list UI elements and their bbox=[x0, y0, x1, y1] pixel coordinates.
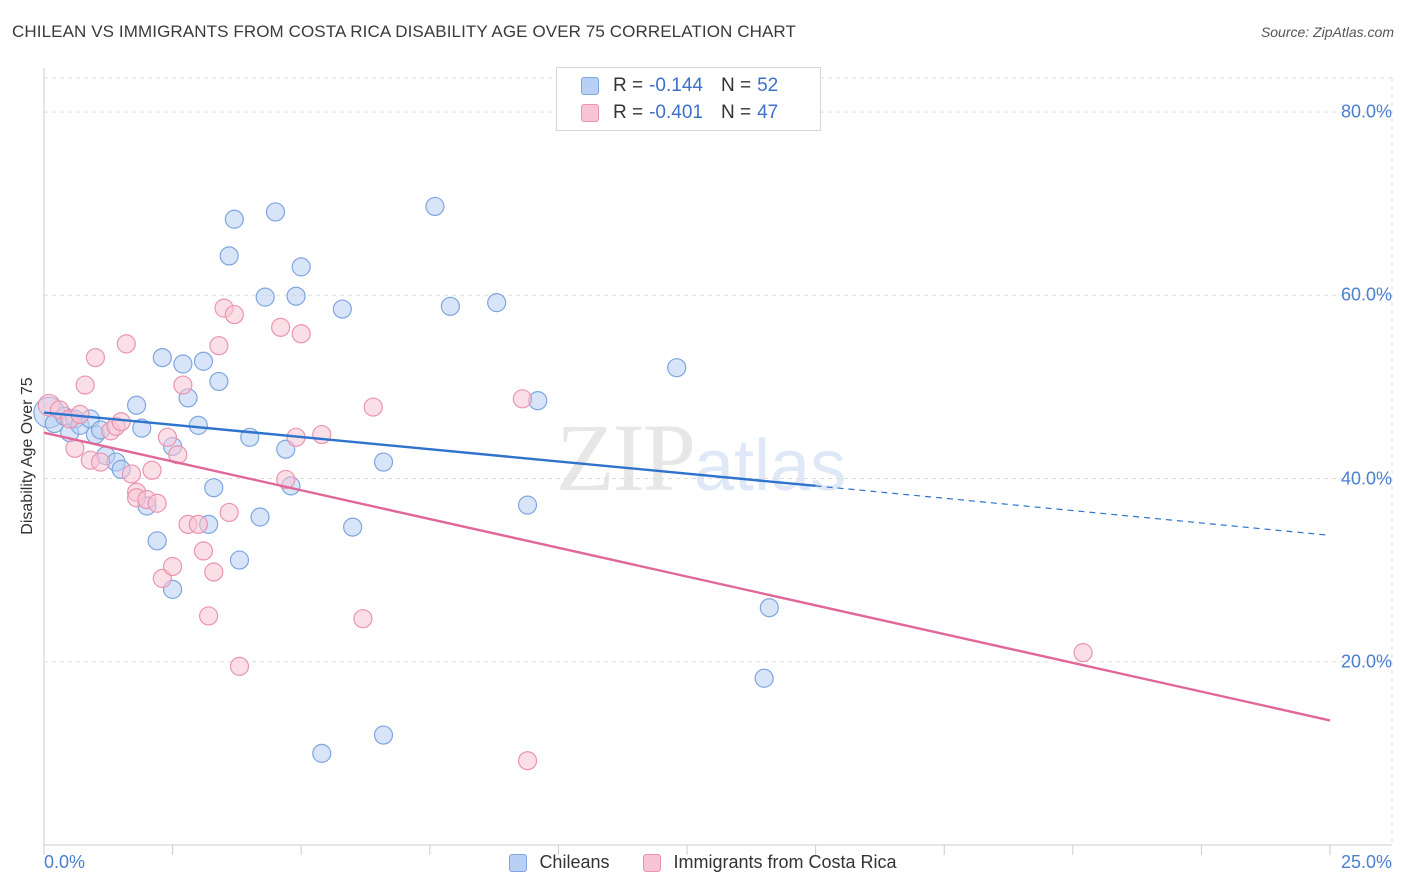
costa-rica-point bbox=[271, 317, 291, 337]
chileans-trend-line bbox=[43, 411, 816, 488]
series-label-costa-rica: Immigrants from Costa Rica bbox=[673, 852, 897, 872]
costa-rica-point bbox=[199, 606, 219, 626]
legend-swatch-chileans bbox=[581, 77, 599, 95]
y-tick-label: 60.0% bbox=[1340, 284, 1392, 305]
y-tick-label: 20.0% bbox=[1340, 651, 1392, 672]
legend-r-label: R = bbox=[613, 75, 644, 96]
chileans-point bbox=[250, 507, 270, 527]
chileans-point bbox=[286, 286, 306, 306]
costa-rica-point bbox=[142, 460, 162, 480]
costa-rica-point bbox=[188, 514, 208, 534]
legend-n-value: 47 bbox=[757, 102, 779, 123]
legend-r-value: -0.144 bbox=[649, 75, 703, 96]
costa-rica-point bbox=[512, 389, 532, 409]
costa-rica-point bbox=[204, 562, 224, 582]
chileans-point bbox=[312, 743, 332, 763]
correlation-legend: R = -0.144 N = 52 R = -0.401 N = 47 bbox=[556, 67, 821, 131]
costa-rica-point bbox=[1073, 643, 1093, 663]
series-swatch-costa-rica bbox=[643, 853, 662, 872]
y-tick-label: 40.0% bbox=[1340, 468, 1392, 489]
chileans-trend-extension bbox=[815, 485, 1331, 536]
chileans-point bbox=[204, 478, 224, 498]
costa-rica-point bbox=[75, 375, 95, 395]
costa-rica-point bbox=[353, 609, 373, 629]
costa-rica-point bbox=[85, 347, 106, 368]
chileans-point bbox=[152, 347, 172, 368]
costa-rica-point bbox=[90, 452, 111, 472]
grid-lines bbox=[44, 77, 1393, 845]
chileans-point bbox=[440, 296, 460, 316]
series-legend: Chileans Immigrants from Costa Rica bbox=[0, 852, 1406, 873]
chileans-point bbox=[754, 668, 774, 688]
costa-rica-point bbox=[209, 336, 229, 356]
legend-r-value: -0.401 bbox=[649, 102, 703, 123]
chileans-point bbox=[132, 418, 152, 438]
chileans-point bbox=[255, 287, 275, 307]
costa-rica-point bbox=[312, 424, 332, 445]
chileans-point bbox=[219, 246, 239, 266]
series-swatch-chileans bbox=[509, 853, 528, 872]
costa-rica-trend-line bbox=[43, 431, 1331, 722]
chileans-point bbox=[759, 598, 779, 618]
y-axis-label: Disability Age Over 75 bbox=[19, 377, 36, 535]
legend-n-label: N = bbox=[720, 75, 752, 96]
source-label: Source: ZipAtlas.com bbox=[1260, 24, 1394, 40]
chileans-point bbox=[373, 725, 394, 745]
costa-rica-point bbox=[116, 334, 136, 354]
chileans-point bbox=[373, 452, 394, 472]
series-label-chileans: Chileans bbox=[539, 852, 610, 872]
chileans-point bbox=[332, 299, 352, 319]
chileans-point bbox=[517, 495, 538, 515]
costa-rica-point bbox=[147, 493, 167, 513]
y-tick-label: 80.0% bbox=[1340, 101, 1392, 122]
costa-rica-point bbox=[224, 304, 244, 325]
costa-rica-point bbox=[173, 375, 193, 395]
costa-rica-point bbox=[193, 541, 214, 561]
legend-r-label: R = bbox=[613, 102, 644, 123]
costa-rica-point bbox=[229, 656, 250, 676]
chileans-point bbox=[193, 351, 214, 371]
costa-rica-point bbox=[111, 412, 131, 432]
chileans-point bbox=[173, 354, 193, 374]
costa-rica-point bbox=[121, 464, 142, 484]
x-tick-min: 0.0% bbox=[44, 852, 86, 872]
chileans-point bbox=[425, 196, 445, 217]
costa-rica-point bbox=[163, 556, 183, 577]
series-legend-chileans: Chileans bbox=[509, 852, 609, 873]
data-points bbox=[33, 196, 1093, 771]
chileans-point bbox=[291, 257, 311, 277]
costa-rica-point bbox=[157, 427, 178, 447]
costa-rica-point bbox=[219, 502, 239, 523]
costa-rica-point bbox=[517, 751, 538, 771]
chileans-point bbox=[343, 517, 363, 537]
trend-lines bbox=[43, 411, 1331, 722]
costa-rica-point bbox=[276, 469, 296, 490]
chileans-point bbox=[188, 415, 208, 435]
chileans-point bbox=[667, 358, 687, 378]
costa-rica-point bbox=[291, 324, 311, 344]
chileans-point bbox=[265, 202, 286, 222]
axes bbox=[43, 68, 1392, 855]
chileans-point bbox=[224, 209, 244, 229]
x-tick-max: 25.0% bbox=[1340, 852, 1392, 872]
chart-title: CHILEAN VS IMMIGRANTS FROM COSTA RICA DI… bbox=[12, 22, 796, 41]
legend-n-label: N = bbox=[720, 102, 752, 123]
chileans-point bbox=[147, 531, 167, 551]
legend-row-costa-rica: R = -0.401 N = 47 bbox=[581, 101, 778, 125]
legend-swatch-costa-rica bbox=[581, 104, 599, 122]
chileans-point bbox=[229, 550, 250, 570]
legend-n-value: 52 bbox=[757, 75, 779, 96]
chileans-point bbox=[209, 371, 229, 392]
series-legend-costa-rica: Immigrants from Costa Rica bbox=[643, 852, 897, 873]
chileans-point bbox=[126, 395, 147, 415]
legend-row-chileans: R = -0.144 N = 52 bbox=[581, 74, 778, 98]
costa-rica-point bbox=[363, 397, 383, 417]
chileans-point bbox=[487, 293, 507, 313]
